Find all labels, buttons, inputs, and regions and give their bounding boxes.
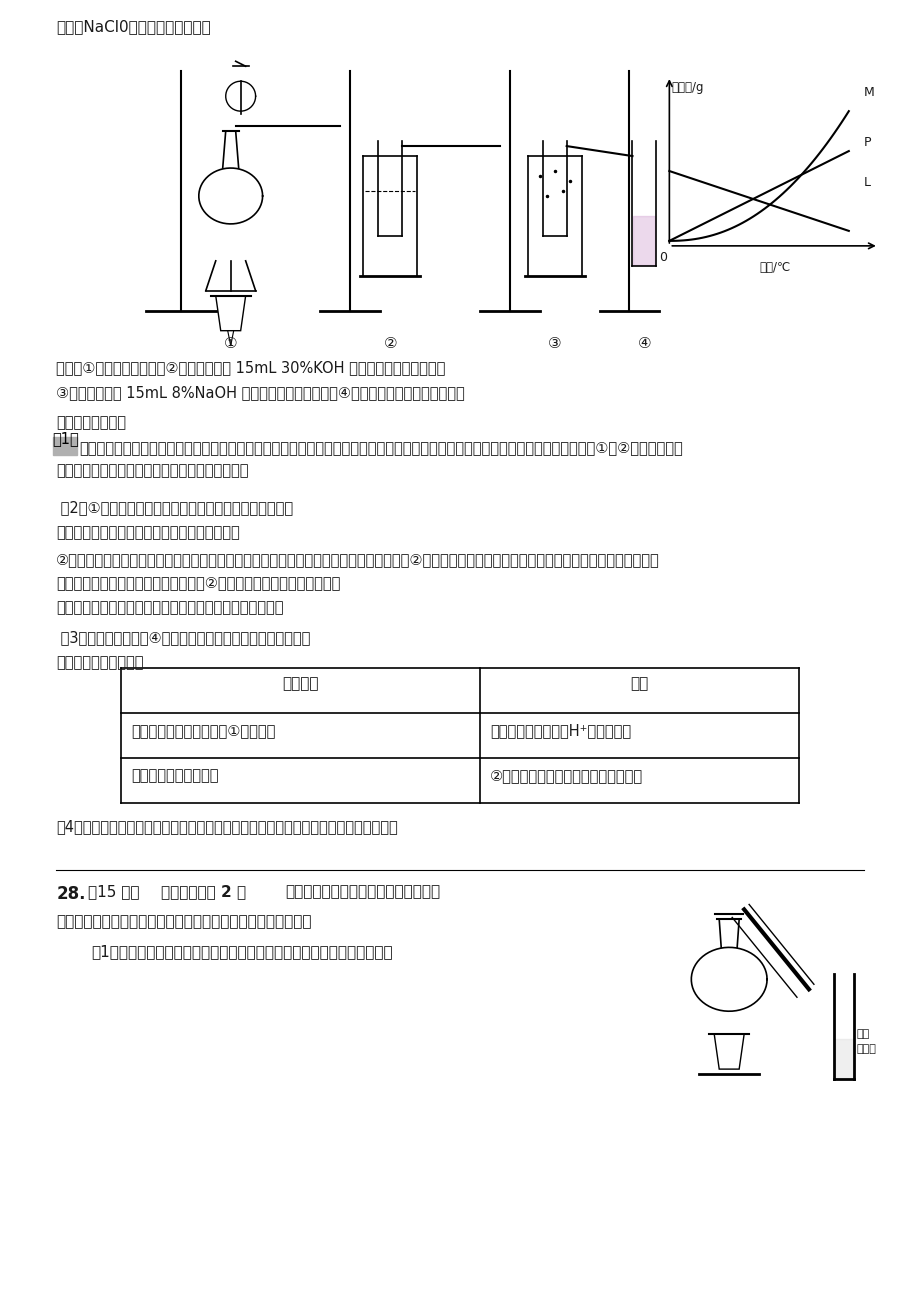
Text: 实验现象: 实验现象 bbox=[282, 676, 318, 691]
Text: 饱和: 饱和 bbox=[856, 1029, 869, 1039]
Text: （1）: （1） bbox=[51, 431, 78, 447]
Text: 随后溶液逐渐变为无色: 随后溶液逐渐变为无色 bbox=[130, 768, 218, 783]
Text: ②＿＿＿＿＿＿＿＿＿＿＿＿＿＿＿＿: ②＿＿＿＿＿＿＿＿＿＿＿＿＿＿＿＿ bbox=[490, 768, 642, 783]
Text: 除标注外每空 2 分: 除标注外每空 2 分 bbox=[161, 884, 245, 900]
Text: 原因: 原因 bbox=[630, 676, 648, 691]
Text: ＿＿＿＿＿＿＿＿＿＿＿＿＿＿＿（填写实验操作名称）。: ＿＿＿＿＿＿＿＿＿＿＿＿＿＿＿（填写实验操作名称）。 bbox=[56, 600, 283, 615]
Text: P: P bbox=[863, 137, 870, 150]
Text: 0: 0 bbox=[659, 251, 666, 264]
Text: ＿＿＿＿＿＿（填写化学试剂名称）的净化装置。: ＿＿＿＿＿＿（填写化学试剂名称）的净化装置。 bbox=[56, 464, 248, 478]
Text: （2）①比较制取氯酸钾和次氯酸钠的条件，二者的差异：: （2）①比较制取氯酸钾和次氯酸钠的条件，二者的差异： bbox=[56, 500, 293, 516]
Text: （1）写出此反应的化学方程式＿＿＿＿＿＿＿＿＿＿＿＿＿＿＿＿＿＿；: （1）写出此反应的化学方程式＿＿＿＿＿＿＿＿＿＿＿＿＿＿＿＿＿＿； bbox=[91, 944, 392, 960]
Text: 现利用如图装置制取乙酸乙酯粗产品，再测定乙酸乙酯的含量。: 现利用如图装置制取乙酸乙酯粗产品，再测定乙酸乙酯的含量。 bbox=[56, 914, 312, 930]
Text: 溶液最初从紫色逐渐变为①＿＿＿色: 溶液最初从紫色逐渐变为①＿＿＿色 bbox=[130, 723, 275, 738]
Text: ④: ④ bbox=[637, 336, 651, 350]
Text: ②: ② bbox=[383, 336, 397, 350]
Text: 请填写下列空白：: 请填写下列空白： bbox=[56, 415, 126, 431]
Text: 碳酸钠: 碳酸钠 bbox=[856, 1044, 876, 1055]
Text: 图中：①为氯气发生装置；②的试管里盛有 15mL 30%KOH 溶液，并置于热水浴中；: 图中：①为氯气发生装置；②的试管里盛有 15mL 30%KOH 溶液，并置于热水… bbox=[56, 361, 445, 375]
Text: 溶解度/g: 溶解度/g bbox=[671, 81, 703, 94]
Text: （3）实验中可观察到④的试管里溶液的颜色发生了如下变化，: （3）实验中可观察到④的试管里溶液的颜色发生了如下变化， bbox=[56, 630, 311, 644]
Text: ①: ① bbox=[223, 336, 237, 350]
Text: ②的试管中反应的离子方程式为＿＿＿＿＿＿＿＿＿＿＿＿＿＿＿＿。反应完毕经冷却后，②的试管中有大量晶体析出。下图中符合该晶体溶解度曲线的是: ②的试管中反应的离子方程式为＿＿＿＿＿＿＿＿＿＿＿＿＿＿＿＿。反应完毕经冷却后，… bbox=[56, 552, 659, 568]
Text: 制取氯气时，在烧瓶里加入一定量的二氧化锰，通过分液漏斗向烧瓶中加入适量的浓盐酸。实验时为了除去氯气中的氯化氢气体，可在①与②之间安装盛有: 制取氯气时，在烧瓶里加入一定量的二氧化锰，通过分液漏斗向烧瓶中加入适量的浓盐酸。… bbox=[79, 440, 682, 456]
Text: ）乙酸乙酯是重要的工业原料和溶剂。: ）乙酸乙酯是重要的工业原料和溶剂。 bbox=[285, 884, 440, 900]
Text: 酸钠（NaCl0）和探究氯水性质。: 酸钠（NaCl0）和探究氯水性质。 bbox=[56, 20, 210, 34]
Text: ③: ③ bbox=[548, 336, 561, 350]
Text: ＿＿＿＿＿＿＿＿＿＿＿＿＿＿＿＿＿＿＿＿。: ＿＿＿＿＿＿＿＿＿＿＿＿＿＿＿＿＿＿＿＿。 bbox=[56, 525, 240, 540]
Text: ③的试管里盛有 15mL 8%NaOH 溶液，并置于冰水浴中；④的试管里加有紫色石蕊试液；: ③的试管里盛有 15mL 8%NaOH 溶液，并置于冰水浴中；④的试管里加有紫色… bbox=[56, 385, 464, 401]
Text: （15 分，: （15 分， bbox=[88, 884, 140, 900]
Text: 氯气与水反应生成的H⁺使石蕊变化: 氯气与水反应生成的H⁺使石蕊变化 bbox=[490, 723, 630, 738]
Text: ＿＿＿＿＿＿＿（填写编号字母）；从②的试管中分离出该晶体的方法是: ＿＿＿＿＿＿＿（填写编号字母）；从②的试管中分离出该晶体的方法是 bbox=[56, 575, 340, 590]
Text: （4）有同学指出该实验装置存在明显不妥之处，改进的具体操作为＿＿＿＿＿＿＿＿＿: （4）有同学指出该实验装置存在明显不妥之处，改进的具体操作为＿＿＿＿＿＿＿＿＿ bbox=[56, 820, 398, 835]
FancyBboxPatch shape bbox=[53, 437, 77, 456]
Text: 温度/℃: 温度/℃ bbox=[758, 260, 789, 273]
Text: M: M bbox=[863, 86, 874, 99]
Text: L: L bbox=[863, 176, 869, 189]
Text: 请填写下表中的空白：: 请填写下表中的空白： bbox=[56, 655, 143, 671]
Text: 28.: 28. bbox=[56, 884, 85, 902]
